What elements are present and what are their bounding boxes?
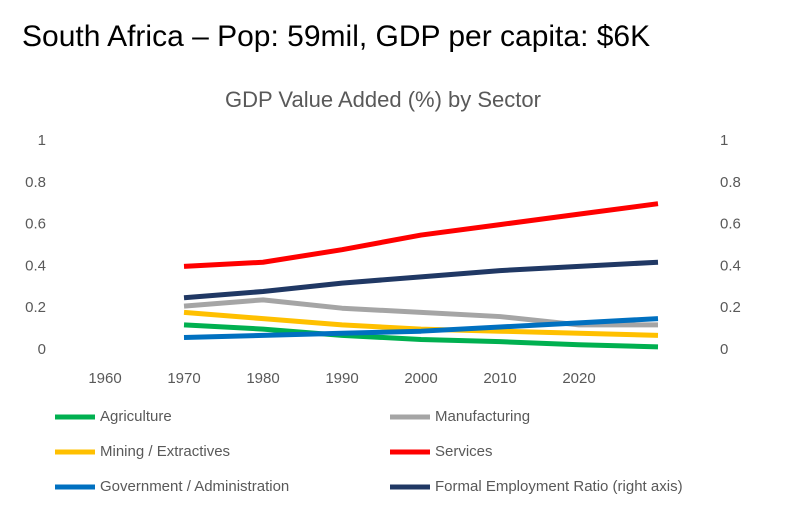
series-line xyxy=(183,316,659,340)
y-tick-label: 0.8 xyxy=(25,174,46,191)
legend-label: Formal Employment Ratio (right axis) xyxy=(435,478,683,495)
legend-label: Agriculture xyxy=(100,408,172,425)
y-tick-label: 0.2 xyxy=(25,299,46,316)
x-tick-label: 1960 xyxy=(88,370,121,387)
chart-title: GDP Value Added (%) by Sector xyxy=(225,87,541,112)
page-title: South Africa – Pop: 59mil, GDP per capit… xyxy=(22,20,650,53)
legend-label: Government / Administration xyxy=(100,478,289,495)
y-tick-label: 0.4 xyxy=(25,257,46,274)
legend-label: Manufacturing xyxy=(435,408,530,425)
legend-label: Mining / Extractives xyxy=(100,443,230,460)
series-line xyxy=(183,322,659,350)
x-tick-label: 2010 xyxy=(483,370,516,387)
x-tick-label: 2000 xyxy=(404,370,437,387)
x-tick-label: 1990 xyxy=(325,370,358,387)
series-line xyxy=(183,201,659,269)
y-tick-label: 0 xyxy=(38,341,46,358)
series-line xyxy=(183,259,659,301)
y-tick-label: 0.6 xyxy=(25,216,46,233)
x-tick-label: 1980 xyxy=(246,370,279,387)
x-tick-label: 2020 xyxy=(562,370,595,387)
y-tick-label: 1 xyxy=(38,132,46,149)
y2-tick-label: 0.2 xyxy=(720,299,741,316)
x-tick-label: 1970 xyxy=(167,370,200,387)
y2-tick-label: 0.6 xyxy=(720,216,741,233)
y2-tick-label: 0 xyxy=(720,341,728,358)
y2-tick-label: 1 xyxy=(720,132,728,149)
legend-label: Services xyxy=(435,443,493,460)
y2-tick-label: 0.4 xyxy=(720,257,741,274)
y2-tick-label: 0.8 xyxy=(720,174,741,191)
